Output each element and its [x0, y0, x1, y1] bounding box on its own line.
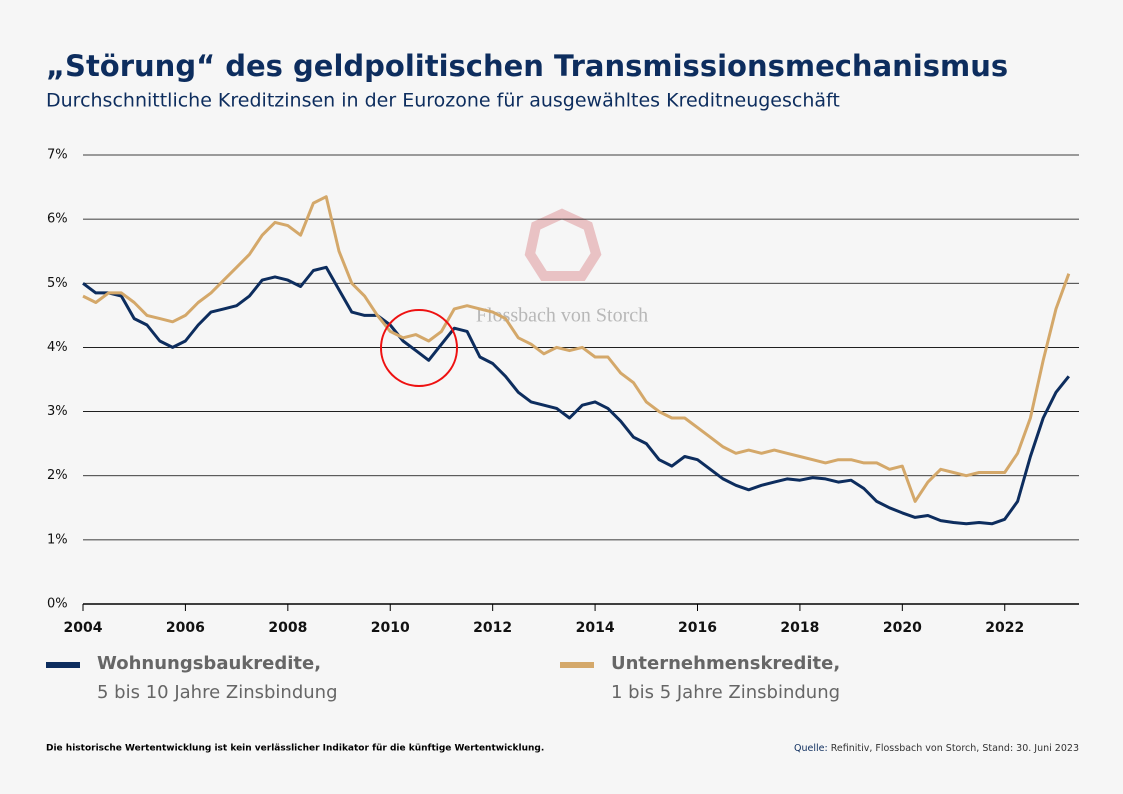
legend-detail: 5 bis 10 Jahre Zinsbindung — [97, 682, 338, 703]
disclaimer: Die historische Wertentwicklung ist kein… — [46, 744, 544, 754]
y-tick-label: 5% — [47, 276, 68, 291]
source: Quelle: Refinitiv, Flossbach von Storch,… — [794, 743, 1079, 754]
x-tick-label: 2018 — [780, 620, 819, 636]
x-tick-label: 2020 — [883, 620, 922, 636]
legend-label: Wohnungsbaukredite, — [97, 653, 321, 674]
x-tick-label: 2014 — [576, 620, 615, 636]
x-tick-label: 2004 — [64, 620, 103, 636]
legend-detail: 1 bis 5 Jahre Zinsbindung — [611, 682, 840, 703]
x-tick-label: 2006 — [166, 620, 205, 636]
x-tick-label: 2016 — [678, 620, 717, 636]
watermark: Flossbach von Storch — [476, 305, 648, 327]
chart-title: „Störung“ des geldpolitischen Transmissi… — [46, 49, 1008, 83]
y-tick-label: 0% — [47, 597, 68, 612]
highlight-circle — [380, 309, 458, 387]
y-tick-label: 4% — [47, 340, 68, 355]
x-tick-label: 2010 — [371, 620, 410, 636]
series-line — [82, 265, 1070, 526]
y-tick-label: 7% — [47, 148, 68, 163]
chart-subtitle: Durchschnittliche Kreditzinsen in der Eu… — [46, 90, 840, 112]
y-tick-label: 6% — [47, 212, 68, 227]
x-tick-label: 2012 — [473, 620, 512, 636]
y-tick-label: 1% — [47, 532, 68, 547]
source-label: Quelle: — [794, 743, 828, 754]
source-text: Refinitiv, Flossbach von Storch, Stand: … — [831, 743, 1079, 754]
y-tick-label: 2% — [47, 468, 68, 483]
y-tick-label: 3% — [47, 404, 68, 419]
legend-label: Unternehmenskredite, — [611, 653, 840, 674]
watermark-logo — [524, 208, 602, 281]
x-tick-label: 2008 — [268, 620, 307, 636]
series-line — [82, 195, 1071, 503]
x-tick-label: 2022 — [985, 620, 1024, 636]
